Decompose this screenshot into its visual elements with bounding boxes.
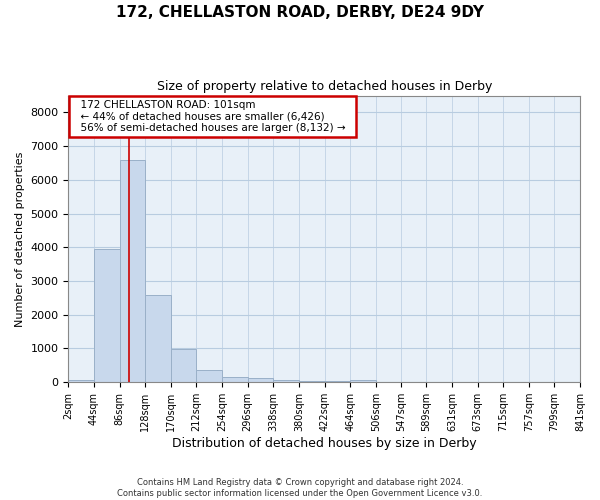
Bar	[145, 294, 171, 382]
Bar	[350, 380, 376, 382]
Bar	[119, 160, 145, 382]
Bar	[325, 380, 350, 382]
Text: 172, CHELLASTON ROAD, DERBY, DE24 9DY: 172, CHELLASTON ROAD, DERBY, DE24 9DY	[116, 5, 484, 20]
Y-axis label: Number of detached properties: Number of detached properties	[15, 151, 25, 326]
Text: 172 CHELLASTON ROAD: 101sqm  
  ← 44% of detached houses are smaller (6,426)  
 : 172 CHELLASTON ROAD: 101sqm ← 44% of det…	[74, 100, 352, 133]
Bar	[222, 377, 248, 382]
Bar	[171, 349, 196, 382]
Title: Size of property relative to detached houses in Derby: Size of property relative to detached ho…	[157, 80, 492, 93]
Bar	[196, 370, 222, 382]
Bar	[299, 381, 325, 382]
X-axis label: Distribution of detached houses by size in Derby: Distribution of detached houses by size …	[172, 437, 476, 450]
Bar	[68, 380, 94, 382]
Text: Contains HM Land Registry data © Crown copyright and database right 2024.
Contai: Contains HM Land Registry data © Crown c…	[118, 478, 482, 498]
Bar	[248, 378, 273, 382]
Bar	[273, 380, 299, 382]
Bar	[94, 249, 119, 382]
